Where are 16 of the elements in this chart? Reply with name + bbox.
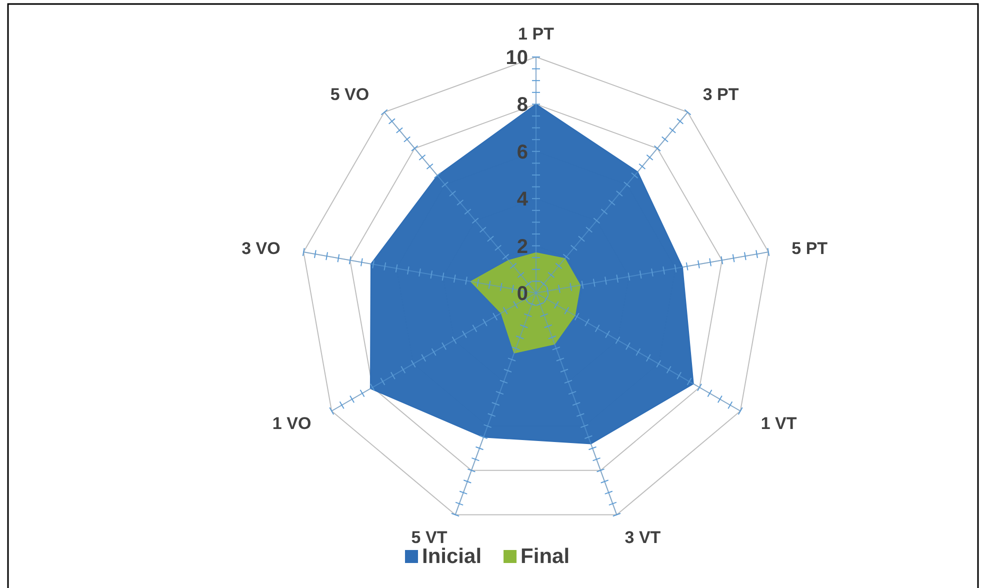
spoke-label: 3 VT: [624, 528, 662, 547]
spoke-label: 3 PT: [702, 85, 740, 104]
spoke-label: 3 VO: [242, 238, 280, 258]
spoke-label: 5 VT: [411, 528, 448, 547]
spoke-label: 1 VO: [272, 414, 312, 433]
spoke-label: 5 VO: [330, 85, 370, 104]
legend-label: Inicial: [422, 545, 482, 568]
y-tick-label: 4: [516, 188, 529, 211]
legend-label: Final: [520, 545, 570, 568]
y-tick-label: 8: [516, 94, 528, 116]
y-tick-label: 10: [506, 47, 528, 69]
spoke-label: 5 PT: [792, 238, 828, 258]
y-tick-label: 2: [516, 236, 528, 258]
y-tick-label: 6: [516, 141, 528, 164]
spoke-label: 1 PT: [518, 24, 555, 44]
spoke-label: 1 VT: [760, 414, 798, 433]
